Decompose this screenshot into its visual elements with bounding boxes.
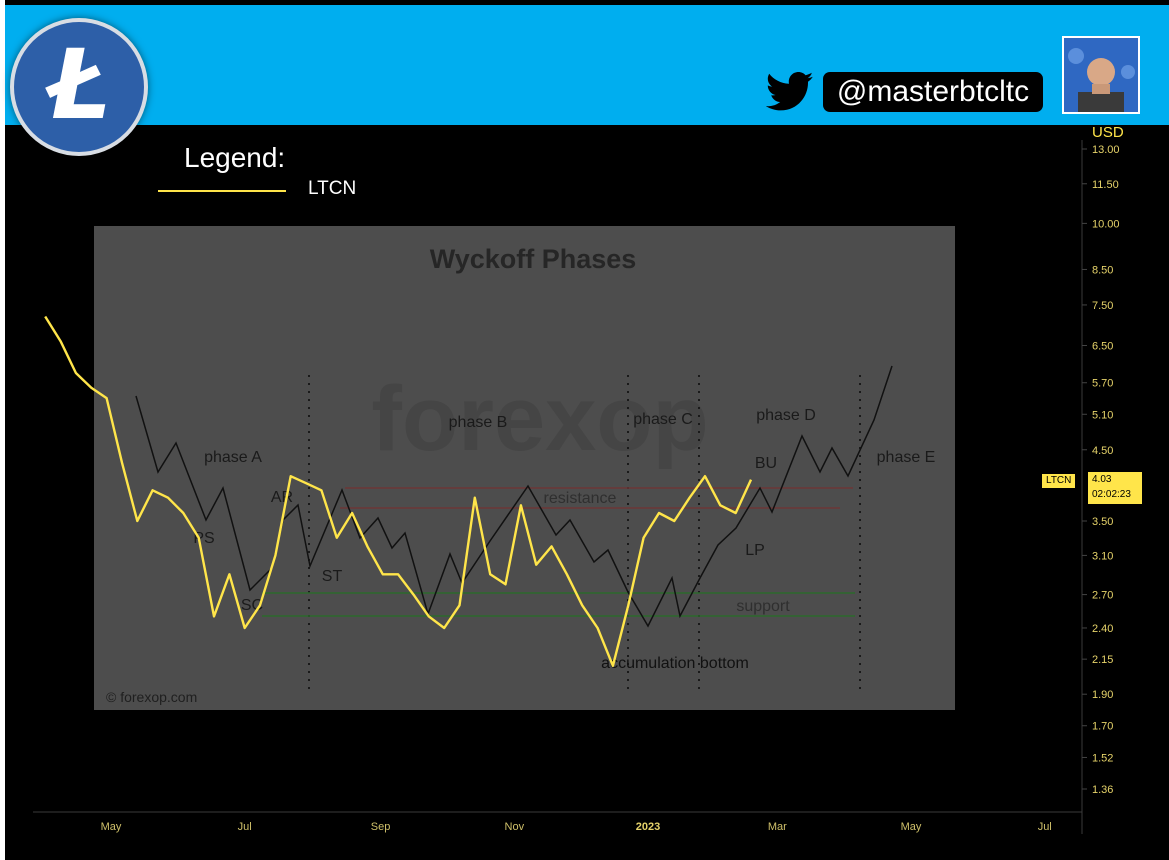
x-tick-label: May [901, 821, 922, 833]
overlay-watermark: forexop [371, 368, 708, 470]
x-tick-label: Sep [371, 821, 391, 833]
last-price-value: 4.03 [1092, 474, 1112, 485]
event-label-st: ST [322, 568, 343, 585]
phase-label-a: phase A [204, 449, 262, 466]
y-tick-label: 5.70 [1092, 378, 1113, 390]
bar-countdown: 02:02:23 [1092, 489, 1131, 500]
y-tick-label: 6.50 [1092, 341, 1113, 353]
event-label-bu: BU [755, 455, 777, 472]
y-tick-label: 3.50 [1092, 516, 1113, 528]
legend-swatch [158, 190, 286, 192]
y-tick-label: 1.70 [1092, 721, 1113, 733]
last-price-box: 4.03 02:02:23 [1088, 472, 1142, 504]
x-tick-label: Jul [1038, 821, 1052, 833]
time-axis: May Jul Sep Nov 2023 Mar May Jul [101, 821, 1052, 833]
overlay-title: Wyckoff Phases [430, 244, 637, 274]
zone-label-support: support [736, 598, 790, 615]
series-line-ltcn [44, 315, 753, 667]
overlay-copyright: © forexop.com [106, 689, 197, 705]
phase-label-d: phase D [756, 407, 816, 424]
y-tick-label: 1.90 [1092, 689, 1113, 701]
phase-label-b: phase B [449, 414, 508, 431]
phase-label-e: phase E [877, 449, 936, 466]
litecoin-glyph: Ł [47, 29, 111, 141]
x-tick-label: Nov [505, 821, 525, 833]
x-tick-label: Mar [768, 821, 787, 833]
y-tick-label: 5.10 [1092, 409, 1113, 421]
overlay-panel [94, 226, 955, 710]
y-tick-label: 2.70 [1092, 590, 1113, 602]
price-axis: 13.00 11.50 10.00 8.50 7.50 6.50 5.70 5.10 4.50 3… [1082, 144, 1120, 796]
avatar [1062, 36, 1140, 114]
y-tick-label: 1.36 [1092, 784, 1113, 796]
litecoin-logo: Ł [10, 18, 148, 156]
wyckoff-overlay: Wyckoff Phases forexop © forexop.com pha… [94, 226, 955, 710]
legend-title: Legend: [184, 142, 286, 173]
x-tick-label: Jul [238, 821, 252, 833]
phase-label-c: phase C [633, 411, 693, 428]
y-tick-label: 2.40 [1092, 623, 1113, 635]
axis-unit-label: USD [1092, 124, 1124, 141]
series-price-tag: LTCN [1042, 474, 1076, 488]
x-tick-label: 2023 [636, 821, 660, 833]
y-tick-label: 7.50 [1092, 300, 1113, 312]
event-label-ar: AR [271, 489, 293, 506]
y-tick-label: 4.50 [1092, 445, 1113, 457]
series-layer [44, 315, 753, 667]
y-tick-label: 11.50 [1092, 179, 1119, 191]
twitter-bird-icon[interactable] [766, 72, 814, 112]
zone-label-accumulation: accumulation bottom [601, 655, 749, 672]
zone-label-resistance: resistance [544, 490, 617, 507]
y-tick-label: 8.50 [1092, 264, 1113, 276]
y-tick-label: 1.52 [1092, 752, 1113, 764]
y-tick-label: 2.15 [1092, 654, 1113, 666]
y-tick-label: 3.10 [1092, 550, 1113, 562]
avatar-picture [1064, 38, 1138, 112]
x-tick-label: May [101, 821, 122, 833]
legend-series-label: LTCN [308, 178, 357, 199]
y-tick-label: 13.00 [1092, 144, 1120, 156]
twitter-handle[interactable]: @masterbtcltc [823, 72, 1043, 112]
y-tick-label: 10.00 [1092, 218, 1120, 230]
event-label-lp: LP [745, 542, 765, 559]
